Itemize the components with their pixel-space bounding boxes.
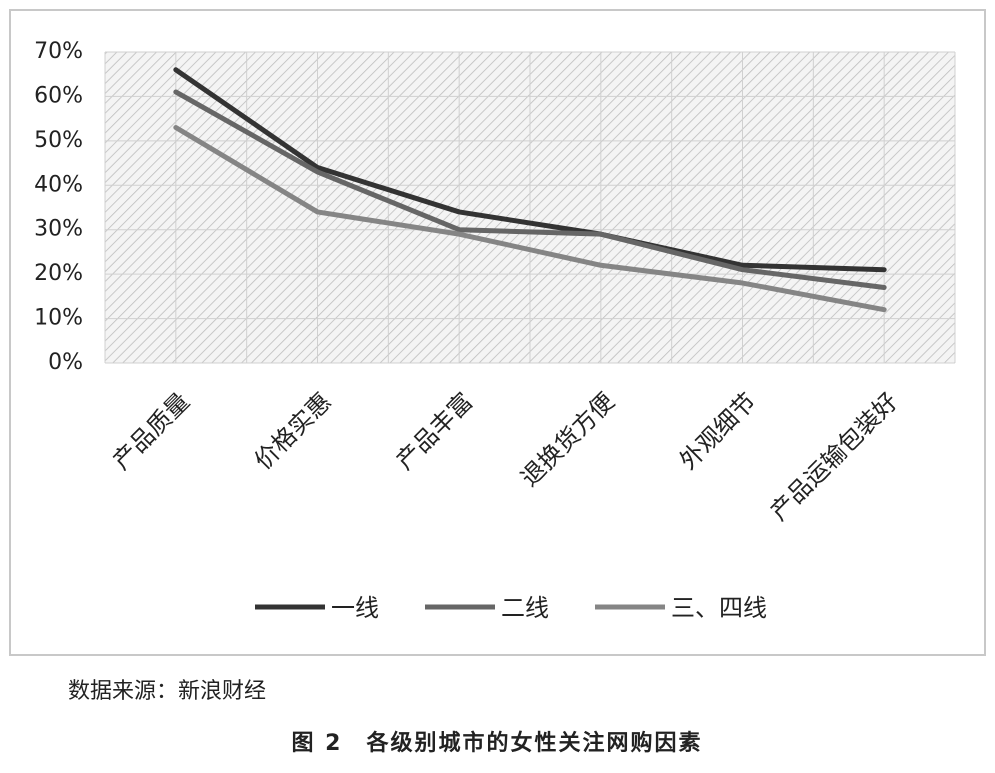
- legend-label: 三、四线: [671, 594, 767, 622]
- figure-caption: 图 2 各级别城市的女性关注网购因素: [292, 730, 703, 756]
- y-tick-label: 70%: [34, 39, 83, 64]
- source-note: 数据来源：新浪财经: [68, 679, 266, 704]
- y-tick-label: 40%: [34, 172, 83, 197]
- y-tick-label: 10%: [34, 306, 83, 331]
- y-tick-label: 30%: [34, 217, 83, 242]
- y-tick-label: 20%: [34, 261, 83, 286]
- legend-label: 一线: [331, 594, 379, 622]
- y-tick-label: 0%: [48, 350, 83, 375]
- series-line: [173, 89, 887, 290]
- y-tick-label: 60%: [34, 83, 83, 108]
- series-line: [173, 125, 887, 313]
- series-line: [173, 67, 887, 273]
- legend-label: 二线: [501, 594, 549, 622]
- y-tick-label: 50%: [34, 128, 83, 153]
